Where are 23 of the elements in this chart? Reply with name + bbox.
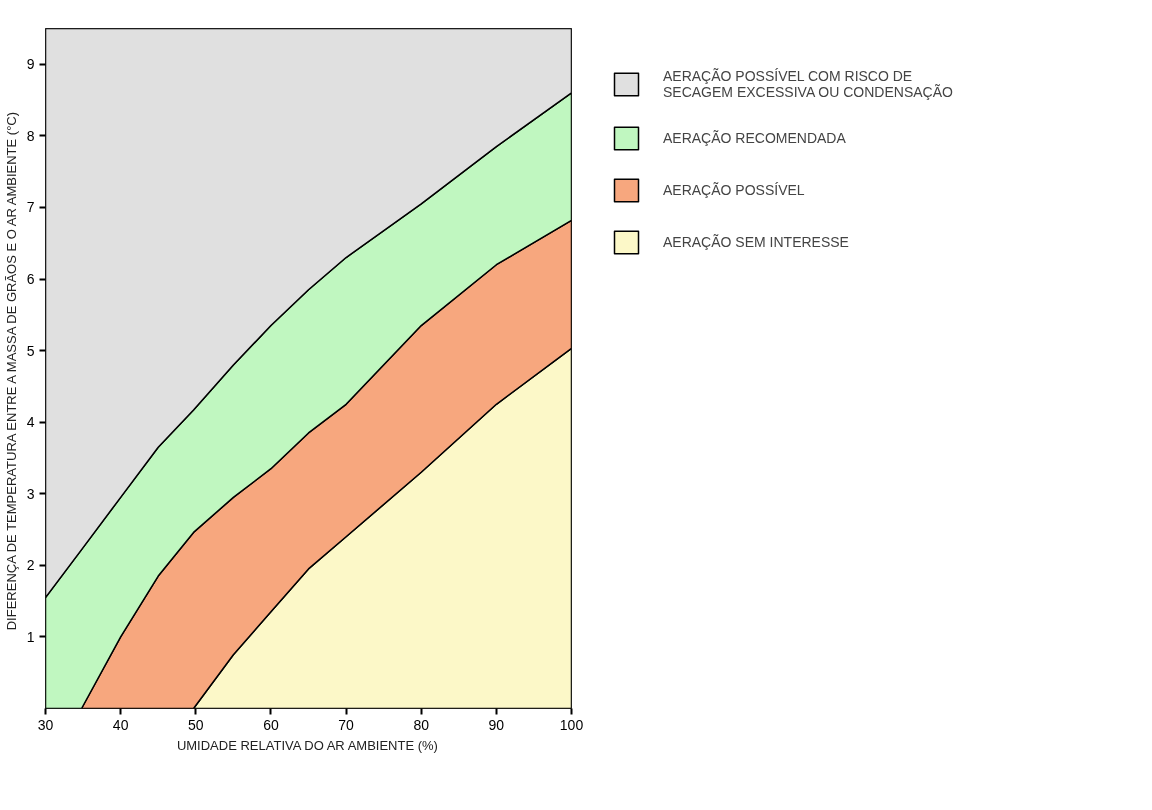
legend-label: AERAÇÃO RECOMENDADA (663, 130, 846, 146)
x-tick-label: 80 (413, 716, 430, 733)
x-tick-label: 100 (559, 716, 584, 733)
y-tick-label: 9 (26, 56, 35, 73)
x-tick-label: 30 (37, 716, 54, 733)
legend-label: AERAÇÃO SEM INTERESSE (663, 234, 849, 250)
x-tick-label: 40 (112, 716, 129, 733)
y-axis-title: DIFERENÇA DE TEMPERATURA ENTRE A MASSA DE GRÃOS E O AR AMBIENTE (°C) (3, 111, 19, 631)
y-tick-label: 7 (26, 199, 35, 216)
y-tick-label: 4 (26, 414, 35, 431)
legend-label: AERAÇÃO POSSÍVEL COM RISCO DE SECAGEM EXCESSIVA OU CONDENSAÇÃO (663, 68, 953, 100)
x-tick-label: 50 (188, 716, 204, 733)
y-tick-label: 8 (26, 127, 35, 144)
legend-label: AERAÇÃO POSSÍVEL (663, 182, 805, 198)
y-tick-label: 1 (26, 628, 35, 645)
y-tick-label: 2 (26, 557, 35, 574)
x-tick-label: 60 (263, 716, 279, 733)
x-axis-title: UMIDADE RELATIVA DO AR AMBIENTE (%) (176, 737, 438, 753)
y-tick-label: 3 (26, 485, 35, 502)
y-tick-label: 6 (26, 271, 35, 288)
y-tick-label: 5 (26, 342, 35, 359)
x-tick-label: 90 (488, 716, 505, 733)
x-tick-label: 70 (338, 716, 355, 733)
